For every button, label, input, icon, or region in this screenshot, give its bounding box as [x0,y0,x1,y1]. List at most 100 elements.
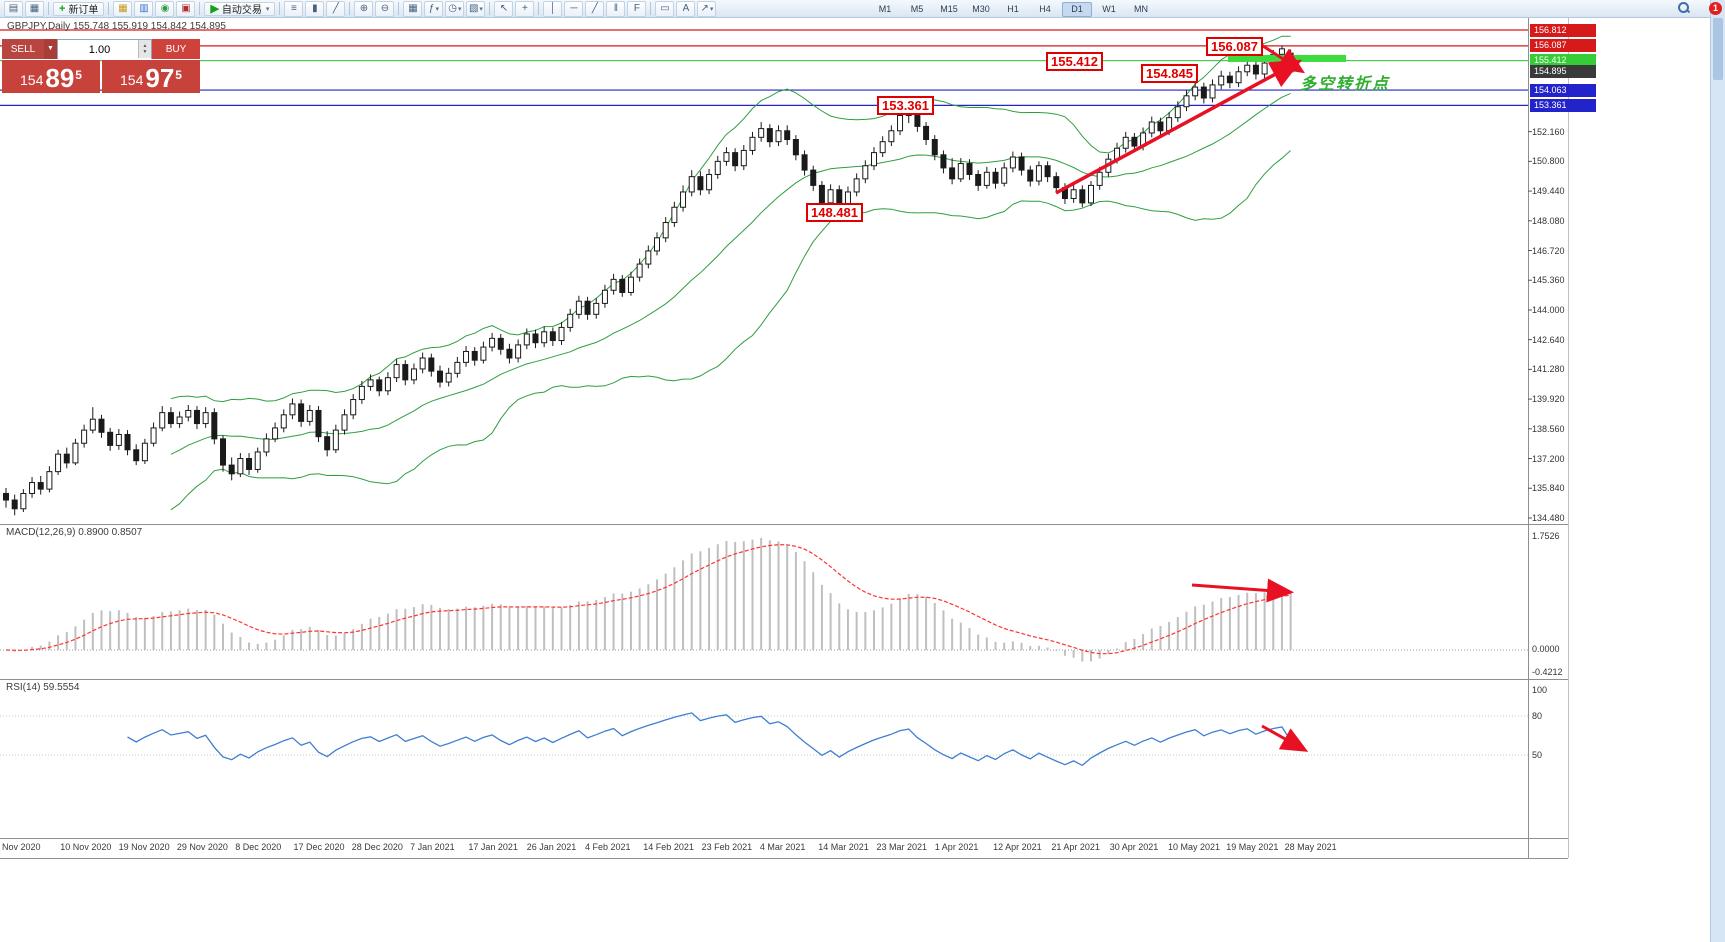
time-axis-label: 4 Mar 2021 [759,842,806,852]
autotrade-button[interactable]: ▶ 自动交易 ▾ [204,1,276,16]
new-order-button: + [59,2,66,15]
time-axis-label: 30 Apr 2021 [1109,842,1159,852]
trend-arrow-objects[interactable] [1055,42,1309,752]
timeframe-M15[interactable]: M15 [940,4,958,14]
buy-button[interactable]: BUY [152,39,200,59]
navigator-icon[interactable]: ◉ [155,0,175,17]
new-chart-icon[interactable]: ▤ [4,0,23,17]
toolbar-separator [489,2,491,15]
crosshair-icon[interactable]: + [515,0,535,17]
fibonacci-icon[interactable]: F [627,0,647,17]
chart-profiles-icon[interactable]: ▦ [25,0,44,17]
sell-price-display[interactable]: 154 89 5 [2,60,100,93]
zoom-out-icon: ⊖ [380,2,390,14]
timeframe-M1[interactable]: M1 [878,4,892,14]
market-watch-icon[interactable]: ▦ [113,0,133,17]
zoom-out-icon[interactable]: ⊖ [375,0,395,17]
timeframe-D1[interactable]: D1 [1062,2,1092,17]
timeframe-W1[interactable]: W1 [1102,4,1116,14]
line-chart-icon: ╱ [332,2,339,14]
chevron-down-icon[interactable]: ▾ [458,5,462,13]
scrollbar-thumb[interactable] [1713,18,1723,80]
chevron-down-icon[interactable]: ▾ [709,5,714,13]
lot-spinner[interactable]: ▲ ▼ [138,40,151,58]
indicators-icon: ƒ [428,2,435,14]
sell-button[interactable]: SELL [2,39,44,59]
macd-axis-label: -0.4212 [1532,667,1563,677]
new-chart-icon: ▤ [8,2,19,14]
horizontal-line-icon[interactable]: ─ [564,0,584,17]
templates-icon[interactable]: ▧▾ [466,0,486,17]
macd-axis-label: 1.7526 [1532,531,1560,541]
turning-point-annotation[interactable]: 多空转折点 [1300,76,1391,93]
price-axis-scale-label: 137.200 [1532,453,1565,464]
price-axis-scale-label: 138.560 [1532,423,1565,434]
time-axis-label: 14 Mar 2021 [818,842,869,852]
time-axis-label: 1 Apr 2021 [934,842,979,852]
time-axis-label: 17 Jan 2021 [468,842,518,852]
price-axis-scale-label: 142.640 [1532,334,1565,345]
indicators-icon[interactable]: ƒ▾ [424,0,444,17]
templates-icon: ▧ [468,2,479,14]
time-axis-label: 29 Nov 2020 [176,842,228,852]
price-annotation-box[interactable]: 155.412 [1046,51,1103,71]
buy-price-display[interactable]: 154 97 5 [102,60,200,93]
price-annotation-box[interactable]: 148.481 [806,203,863,222]
chart-ohlc-title: GBPJPY,Daily 155.748 155.919 154.842 154… [7,21,226,32]
autotrade-button: ▶ [210,2,219,15]
time-axis-label: 12 Apr 2021 [993,842,1042,852]
toolbar-separator [398,2,400,15]
data-window-icon[interactable]: ▥ [134,0,154,17]
time-axis-label: 10 Nov 2020 [60,842,112,852]
timeframe-MN[interactable]: MN [1134,4,1148,14]
timeframe-M5[interactable]: M5 [910,4,924,14]
time-axis-label: 23 Feb 2021 [701,842,753,852]
price-annotation-box[interactable]: 156.087 [1206,36,1263,56]
price-axis-scale-label: 144.000 [1532,304,1565,315]
price-annotation-box[interactable]: 154.845 [1141,64,1198,83]
shapes-icon[interactable]: ▭ [655,0,675,17]
time-axis-label: 8 Dec 2020 [235,842,282,852]
toolbar-separator [650,2,652,15]
terminal-icon[interactable]: ▣ [176,0,196,17]
price-annotation-box[interactable]: 153.361 [877,96,934,116]
channel-icon[interactable]: ‖ [606,0,626,17]
tile-windows-icon[interactable]: ▦ [403,0,423,17]
candlestick-chart-icon[interactable]: ▮ [305,0,325,17]
periods-icon[interactable]: ◷▾ [445,0,465,17]
trendline-icon[interactable]: ╱ [585,0,605,17]
text-label-icon[interactable]: A [676,0,696,17]
rsi-axis-label: 100 [1532,685,1548,695]
price-axis-tag: 155.412 [1530,54,1596,68]
fibonacci-icon: F [633,2,640,14]
time-axis-label: 4 Feb 2021 [585,842,631,852]
tile-windows-icon: ▦ [408,2,418,14]
toolbar-separator [349,2,351,15]
price-axis-tag: 154.895 [1530,65,1596,79]
market-watch-icon: ▦ [118,2,128,14]
chevron-down-icon[interactable]: ▾ [435,5,439,13]
vertical-scrollbar[interactable] [1710,0,1725,942]
timeframe-H1[interactable]: H1 [1007,4,1019,14]
time-axis-label: 19 May 2021 [1226,842,1279,852]
arrow-object-icon[interactable]: ↗▾ [697,0,717,17]
zoom-in-icon[interactable]: ⊕ [354,0,374,17]
lot-size-input[interactable] [58,41,151,59]
time-axis-label: 28 May 2021 [1284,842,1337,852]
chevron-down-icon[interactable]: ▾ [265,5,270,13]
search-icon[interactable] [1678,2,1691,14]
cursor-icon[interactable]: ↖ [494,0,514,17]
vertical-line-icon[interactable]: │ [543,0,563,17]
line-chart-icon[interactable]: ╱ [326,0,346,17]
new-order-button[interactable]: + 新订单 [53,1,105,16]
order-dropdown-icon[interactable]: ▼ [44,39,57,59]
timeframe-group: M1 M5 M15 M30 H1 H4 D1 W1 MN [869,2,1157,17]
timeframe-H4[interactable]: H4 [1039,4,1051,14]
notification-badge[interactable]: 1 [1709,2,1722,15]
chevron-down-icon[interactable]: ▾ [479,5,483,13]
timeframe-M30[interactable]: M30 [972,4,990,14]
time-axis-label: 17 Dec 2020 [293,842,345,852]
bar-chart-icon[interactable]: ≡ [284,0,304,17]
